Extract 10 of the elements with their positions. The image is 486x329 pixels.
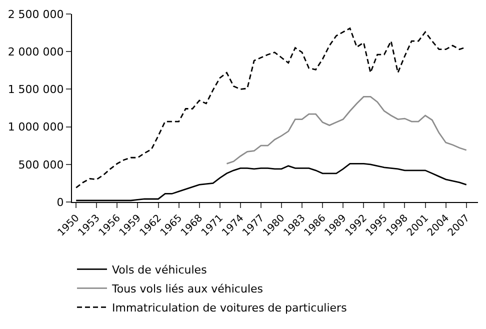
- legend-label: Immatriculation de voitures de particuliers: [112, 301, 348, 314]
- y-tick-label: 0: [56, 196, 64, 209]
- y-tick-label: 2 000 000: [8, 45, 64, 58]
- y-tick-label: 1 500 000: [8, 83, 64, 96]
- legend-label: Vols de véhicules: [112, 263, 208, 276]
- y-tick-label: 500 000: [18, 158, 64, 172]
- y-tick-label: 1 000 000: [8, 120, 64, 134]
- y-tick-label: 2 500 000: [8, 8, 64, 21]
- legend-label: Tous vols liés aux véhicules: [111, 282, 264, 296]
- line-series: [226, 96, 468, 164]
